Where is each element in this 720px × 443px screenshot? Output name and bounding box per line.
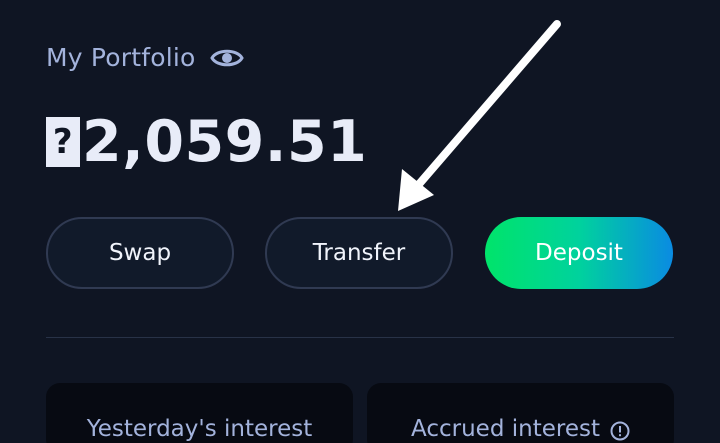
swap-button[interactable]: Swap	[46, 217, 234, 289]
portfolio-header: My Portfolio	[46, 40, 244, 76]
transfer-button-label: Transfer	[312, 240, 406, 266]
swap-button-label: Swap	[108, 240, 172, 266]
currency-symbol: ?	[46, 117, 80, 167]
info-icon[interactable]	[610, 419, 630, 441]
eye-icon[interactable]	[209, 46, 244, 70]
portfolio-balance: ? 2,059.51	[46, 106, 367, 178]
accrued-interest-card[interactable]: Accrued interest	[367, 383, 674, 443]
portfolio-title: My Portfolio	[46, 43, 196, 72]
deposit-button[interactable]: Deposit	[485, 217, 673, 289]
balance-amount: 2,059.51	[82, 109, 368, 175]
accrued-interest-text: Accrued interest	[411, 416, 600, 442]
yesterday-interest-text: Yesterday's interest	[86, 416, 313, 442]
transfer-button[interactable]: Transfer	[265, 217, 453, 289]
accrued-interest-label: Accrued interest	[411, 405, 630, 443]
section-divider	[46, 337, 674, 338]
yesterday-interest-card[interactable]: Yesterday's interest	[46, 383, 353, 443]
yesterday-interest-label: Yesterday's interest	[87, 405, 313, 443]
deposit-button-label: Deposit	[535, 240, 623, 266]
